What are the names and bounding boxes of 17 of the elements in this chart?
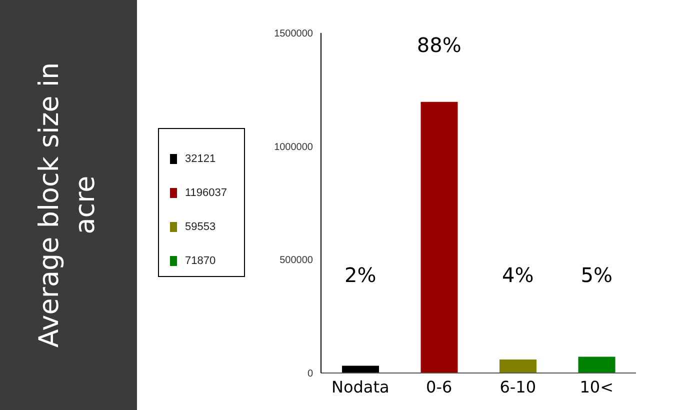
x-tick-label: 0-6 [426,377,452,396]
annotation: 88% [416,33,462,57]
annotation: 2% [344,263,378,287]
legend-label: 1196037 [185,187,228,199]
x-tick-label: 6-10 [500,377,536,396]
text: Average block size in acre [33,61,102,350]
y-tick-label: 1000000 [274,142,314,153]
y-tick-label: 0 [307,368,314,380]
y-tick-label: 500000 [280,255,314,266]
x-tick-label: 10< [580,377,614,396]
legend-label: 32121 [185,153,216,165]
y-tick-label: 1500000 [274,28,314,40]
x-tick-label: Nodata [331,377,390,396]
annotation: 5% [580,263,614,287]
legend-label: 59553 [185,221,216,233]
annotation: 4% [501,263,535,287]
legend-label: 71870 [185,255,216,267]
